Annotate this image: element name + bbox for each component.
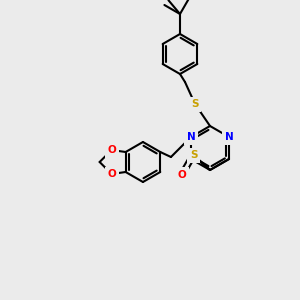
Text: N: N xyxy=(225,132,233,142)
Text: N: N xyxy=(187,132,195,142)
Text: S: S xyxy=(190,150,197,160)
Text: O: O xyxy=(178,169,186,180)
Text: O: O xyxy=(107,145,116,155)
Text: O: O xyxy=(107,169,116,179)
Text: S: S xyxy=(191,99,199,109)
